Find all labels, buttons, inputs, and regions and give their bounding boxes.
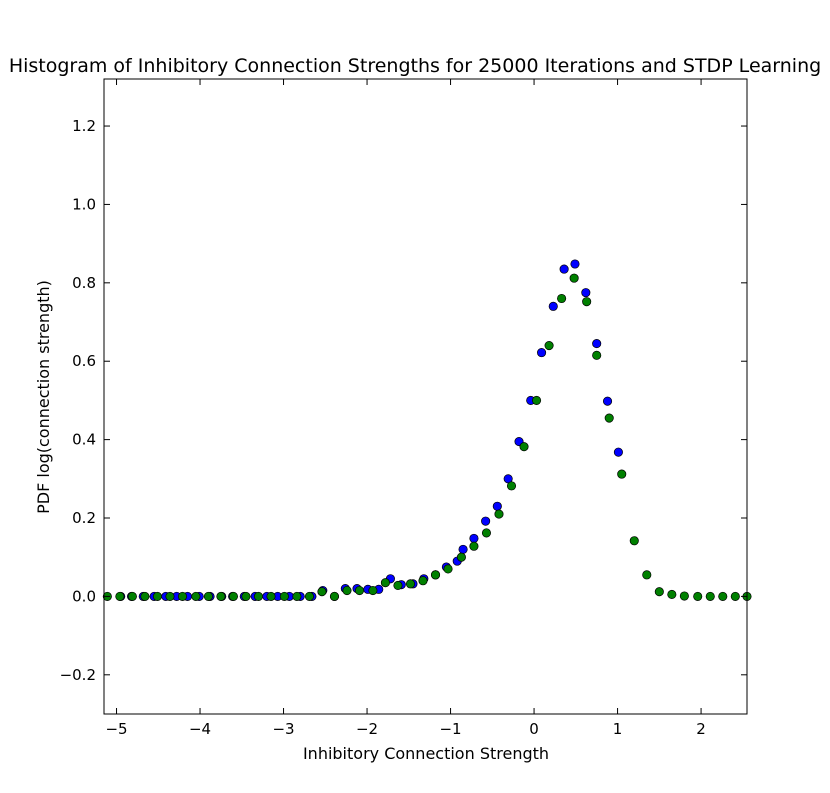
- data-point-series-2: [140, 591, 150, 601]
- data-point-series-2: [203, 591, 213, 601]
- plot-background: [104, 79, 747, 714]
- data-point-series-2: [191, 591, 201, 601]
- data-point-series-2: [279, 591, 289, 601]
- data-point-series-2: [241, 591, 251, 601]
- data-point-series-2: [165, 591, 175, 601]
- data-point-series-2: [693, 591, 703, 601]
- data-point-series-2: [253, 591, 264, 601]
- data-point-series-2: [228, 591, 238, 601]
- data-point-series-2: [629, 536, 639, 546]
- x-tick-label: 1: [613, 720, 623, 738]
- plot-area: −5 −4 −3 −2 −1 0 1 2 −0.2 0.0 0.2 0.4 0.6 0.8 1.0 1.2: [60, 78, 752, 738]
- data-point-series-2: [152, 591, 162, 601]
- data-point-series-2: [642, 570, 652, 580]
- data-point-series-2: [667, 589, 677, 599]
- data-point-series-2: [679, 591, 689, 601]
- x-tick-label: 2: [696, 720, 706, 738]
- data-point-series-1: [537, 348, 547, 358]
- data-point-series-2: [582, 297, 592, 307]
- data-point-series-2: [266, 591, 276, 601]
- data-point-series-2: [292, 591, 302, 601]
- chart-title: Histogram of Inhibitory Connection Stren…: [9, 55, 821, 77]
- data-point-series-2: [617, 469, 627, 479]
- data-point-series-1: [613, 447, 623, 457]
- data-point-series-1: [481, 516, 491, 526]
- y-tick-label: 1.0: [72, 195, 96, 213]
- data-point-series-1: [548, 301, 558, 311]
- data-point-series-2: [177, 591, 188, 601]
- data-point-series-2: [519, 442, 529, 452]
- data-point-series-2: [317, 587, 327, 597]
- data-point-series-2: [469, 541, 479, 551]
- data-point-series-2: [368, 585, 378, 596]
- data-point-series-2: [354, 585, 365, 596]
- x-axis-label: Inhibitory Connection Strength: [303, 744, 549, 763]
- x-tick-label: 0: [529, 720, 539, 738]
- data-point-series-2: [506, 481, 517, 491]
- data-point-series-2: [342, 585, 352, 596]
- y-tick-label: 0.8: [72, 274, 96, 292]
- x-tick-label: −3: [272, 720, 294, 738]
- data-point-series-2: [532, 395, 542, 405]
- x-tick-label: −1: [439, 720, 461, 738]
- data-point-series-2: [730, 591, 740, 601]
- data-point-series-2: [380, 578, 390, 588]
- data-point-series-1: [581, 288, 591, 298]
- data-point-series-2: [481, 528, 492, 538]
- data-point-series-2: [705, 591, 715, 601]
- data-point-series-2: [304, 591, 314, 601]
- data-point-series-1: [458, 544, 468, 554]
- y-tick-label: 0.6: [72, 352, 96, 370]
- y-tick-label: 0.4: [72, 431, 96, 449]
- data-point-series-2: [456, 552, 466, 562]
- data-point-series-1: [570, 259, 580, 269]
- x-tick-label: −2: [356, 720, 378, 738]
- data-point-series-2: [115, 591, 125, 601]
- data-point-series-2: [654, 587, 664, 597]
- data-point-series-1: [592, 339, 602, 349]
- data-point-series-1: [602, 396, 613, 406]
- data-point-series-2: [557, 293, 567, 304]
- data-point-series-2: [494, 509, 504, 519]
- data-point-series-2: [216, 591, 226, 601]
- y-tick-label: −0.2: [60, 666, 96, 684]
- data-point-series-1: [469, 533, 479, 543]
- y-tick-label: 0.2: [72, 509, 96, 527]
- data-point-series-2: [569, 273, 579, 283]
- data-point-series-2: [443, 564, 453, 574]
- data-point-series-2: [418, 576, 428, 586]
- data-point-series-2: [544, 340, 554, 351]
- data-point-series-2: [393, 580, 403, 590]
- data-point-series-2: [592, 350, 602, 360]
- plot-frame: [103, 78, 748, 715]
- data-point-series-1: [492, 501, 502, 511]
- data-point-series-2: [604, 413, 614, 423]
- data-point-series-2: [430, 570, 441, 580]
- x-tick-label: −4: [189, 720, 211, 738]
- y-tick-label: 1.2: [72, 117, 96, 135]
- data-point-series-1: [559, 264, 569, 274]
- data-point-series-2: [329, 591, 340, 601]
- data-point-series-2: [718, 591, 728, 601]
- y-tick-label: 0.0: [72, 587, 96, 605]
- data-point-series-2: [127, 591, 137, 601]
- data-point-series-2: [405, 579, 416, 589]
- x-tick-label: −5: [105, 720, 127, 738]
- y-axis-label: PDF log(connection strength): [34, 280, 53, 514]
